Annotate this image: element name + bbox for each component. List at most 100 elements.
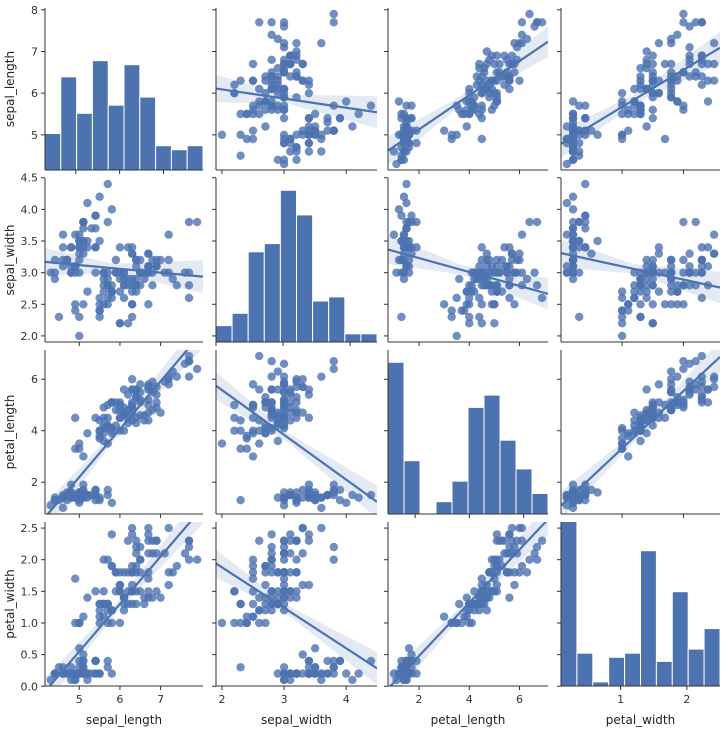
- scatter-point: [636, 63, 645, 73]
- scatter-point: [593, 236, 602, 246]
- scatter-point: [568, 192, 578, 201]
- scatter-point: [123, 243, 133, 252]
- scatter-point: [574, 217, 584, 227]
- scatter-point: [457, 618, 466, 628]
- scatter-point: [465, 312, 474, 322]
- scatter-point: [532, 18, 542, 27]
- scatter-point: [402, 262, 411, 271]
- scatter-point: [679, 395, 688, 405]
- scatter-point: [685, 72, 694, 81]
- scatter-point: [532, 281, 542, 290]
- scatter-point: [261, 97, 270, 106]
- scatter-point: [465, 319, 474, 328]
- scatter-point: [648, 68, 657, 77]
- scatter-point: [568, 118, 578, 127]
- scatter-point: [673, 97, 682, 106]
- scatter-point: [447, 306, 456, 315]
- scatter-point: [131, 255, 141, 265]
- scatter-point: [184, 542, 194, 552]
- scatter-point: [581, 101, 590, 110]
- scatter-point: [111, 268, 121, 277]
- scatter-point: [140, 416, 149, 425]
- scatter-point: [648, 59, 657, 69]
- scatter-point: [75, 331, 84, 341]
- scatter-point: [673, 300, 682, 309]
- scatter-point: [261, 105, 270, 115]
- scatter-point: [568, 262, 578, 271]
- scatter-point: [679, 268, 688, 277]
- scatter-point: [581, 243, 590, 252]
- scatter-point: [697, 59, 707, 69]
- scatter-point: [617, 306, 627, 315]
- scatter-point: [642, 55, 651, 65]
- subplot-sepal_width-vs-sepal_width: [212, 177, 377, 346]
- scatter-point: [348, 122, 357, 131]
- y-tick-label: 2.0: [21, 330, 39, 343]
- scatter-point: [136, 587, 145, 596]
- scatter-point: [457, 306, 466, 315]
- scatter-point: [642, 122, 651, 131]
- scatter-point: [399, 230, 409, 239]
- regression-line: [561, 356, 720, 507]
- histogram-bar: [608, 656, 626, 686]
- y-tick-label: 3.0: [21, 267, 39, 280]
- x-axis-label-petal_length: petal_length: [431, 713, 506, 727]
- scatter-point: [648, 113, 657, 123]
- scatter-point: [292, 587, 301, 596]
- scatter-point: [502, 72, 512, 81]
- scatter-point: [310, 122, 320, 131]
- scatter-point: [354, 669, 363, 678]
- scatter-point: [248, 561, 258, 571]
- scatter-point: [279, 101, 289, 110]
- scatter-point: [304, 480, 314, 489]
- scatter-point: [475, 262, 484, 271]
- scatter-point: [532, 542, 542, 552]
- scatter-point: [397, 109, 406, 119]
- scatter-point: [261, 618, 270, 628]
- scatter-point: [103, 606, 112, 615]
- scatter-point: [111, 398, 121, 407]
- scatter-point: [255, 536, 264, 545]
- scatter-point: [642, 287, 651, 296]
- scatter-point: [292, 536, 301, 545]
- scatter-point: [648, 300, 657, 309]
- regression-line: [388, 40, 548, 152]
- scatter-point: [83, 287, 92, 296]
- scatter-point: [273, 593, 283, 602]
- scatter-point: [530, 549, 539, 558]
- scatter-point: [492, 287, 502, 296]
- scatter-point: [148, 255, 157, 265]
- scatter-point: [152, 390, 161, 399]
- histogram-bar: [435, 501, 453, 514]
- scatter-point: [248, 101, 258, 110]
- scatter-point: [691, 268, 700, 277]
- histogram-bar: [467, 406, 485, 514]
- scatter-point: [144, 530, 153, 539]
- scatter-point: [71, 574, 80, 583]
- scatter-point: [685, 262, 694, 271]
- scatter-point: [91, 587, 100, 596]
- scatter-point: [617, 130, 627, 140]
- scatter-point: [335, 113, 345, 123]
- x-axis-label-sepal_width: sepal_width: [261, 713, 332, 727]
- scatter-point: [703, 262, 713, 271]
- scatter-point: [666, 405, 676, 415]
- scatter-point: [399, 274, 409, 284]
- scatter-point: [99, 403, 108, 412]
- subplot-sepal_width-vs-petal_width: [557, 177, 720, 346]
- scatter-point: [310, 109, 320, 119]
- scatter-point: [255, 606, 264, 615]
- scatter-point: [515, 76, 524, 85]
- scatter-point: [404, 236, 414, 246]
- scatter-point: [568, 217, 578, 227]
- scatter-point: [279, 68, 289, 77]
- scatter-point: [492, 530, 502, 539]
- histogram-bar: [247, 251, 265, 342]
- scatter-point: [286, 549, 295, 558]
- scatter-point: [156, 593, 165, 602]
- scatter-point: [286, 134, 295, 144]
- scatter-point: [636, 287, 645, 296]
- scatter-point: [66, 493, 76, 502]
- scatter-point: [636, 101, 645, 110]
